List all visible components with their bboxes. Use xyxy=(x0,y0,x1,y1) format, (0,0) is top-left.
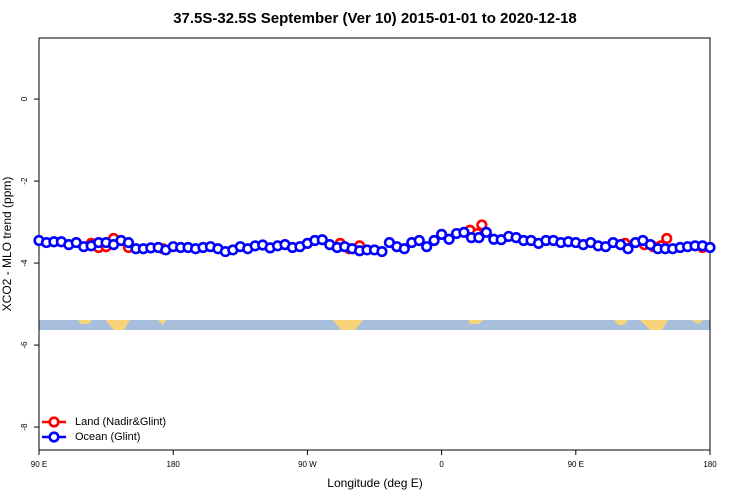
data-point xyxy=(376,245,388,258)
data-point xyxy=(436,228,448,240)
x-tick-label: 0 xyxy=(439,460,444,469)
y-tick-label: 0 xyxy=(20,96,29,101)
legend-label: Ocean (Glint) xyxy=(75,431,140,443)
y-tick-label: -8 xyxy=(20,423,29,431)
legend-marker xyxy=(48,431,60,443)
x-tick-label: 180 xyxy=(703,460,717,469)
data-point xyxy=(316,234,328,246)
data-point xyxy=(122,236,135,249)
legend-marker xyxy=(48,416,60,428)
data-point xyxy=(421,241,433,253)
world-map-strip xyxy=(39,320,710,330)
data-point xyxy=(398,243,410,255)
x-tick-label: 90 E xyxy=(31,460,47,469)
data-point xyxy=(413,234,425,247)
legend-label: Land (Nadir&Glint) xyxy=(75,416,166,428)
y-tick-label: -6 xyxy=(20,341,29,349)
data-point xyxy=(473,232,485,244)
y-tick-label: -4 xyxy=(20,259,29,267)
x-tick-label: 90 W xyxy=(298,460,317,469)
x-axis-label: Longitude (deg E) xyxy=(327,476,422,490)
chart-title: 37.5S-32.5S September (Ver 10) 2015-01-0… xyxy=(173,10,577,27)
data-point xyxy=(704,241,716,254)
data-point xyxy=(428,234,440,247)
data-point xyxy=(661,232,673,245)
x-tick-label: 180 xyxy=(167,460,181,469)
x-tick-label: 90 E xyxy=(568,460,584,469)
y-tick-label: -2 xyxy=(20,177,29,185)
data-point xyxy=(622,243,634,255)
y-axis-label: XCO2 - MLO trend (ppm) xyxy=(0,177,14,312)
data-point xyxy=(458,226,470,238)
data-point xyxy=(480,226,492,238)
data-point xyxy=(443,233,455,245)
